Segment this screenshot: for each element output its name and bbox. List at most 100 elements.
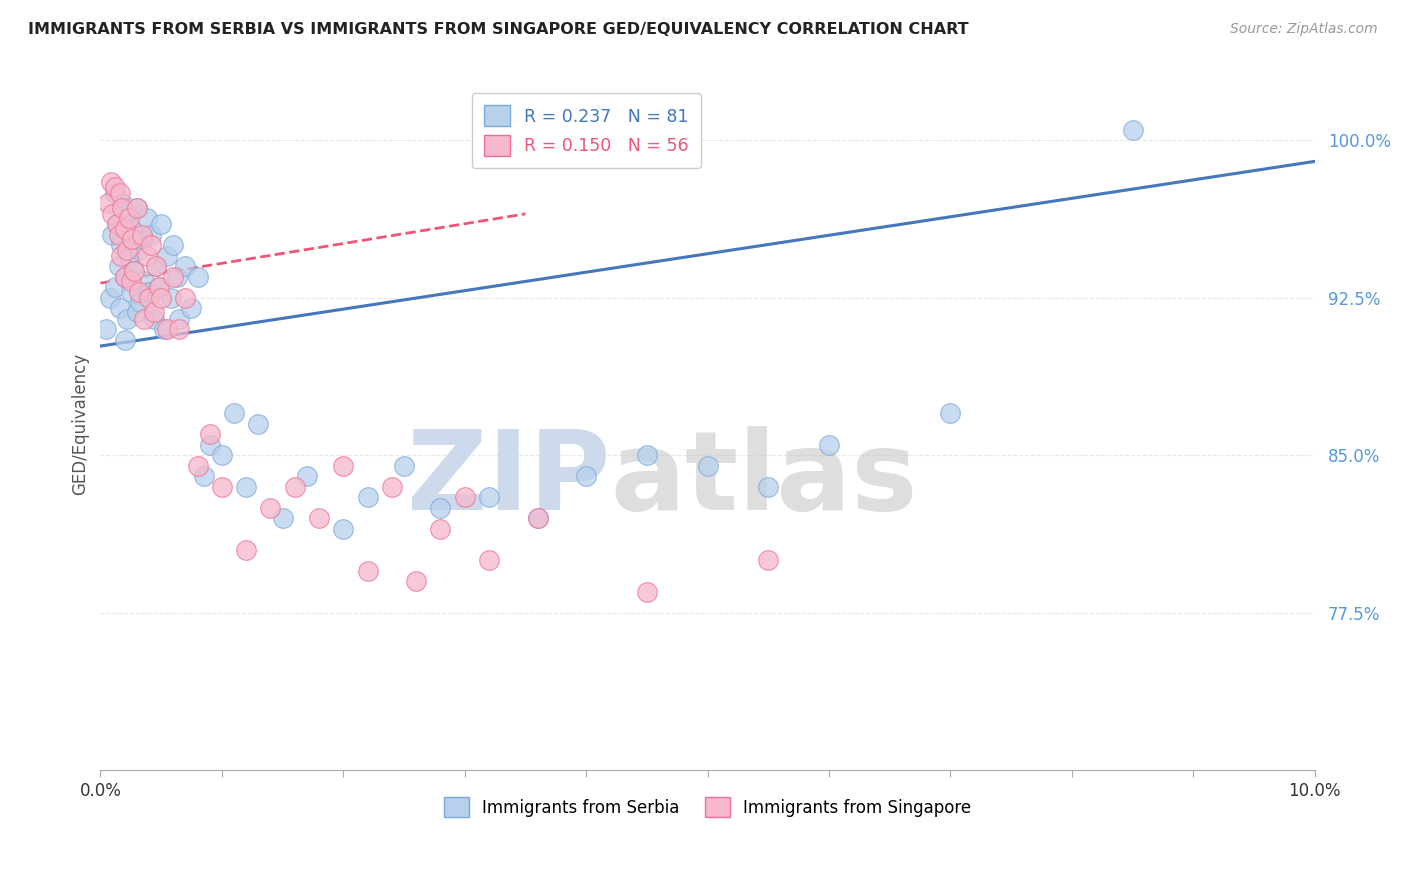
Point	[636, 448, 658, 462]
Point	[118, 211, 141, 225]
Point	[132, 232, 155, 246]
Point	[392, 458, 415, 473]
Point	[118, 249, 141, 263]
Point	[148, 280, 170, 294]
Point	[104, 280, 127, 294]
Point	[235, 480, 257, 494]
Point	[198, 427, 221, 442]
Point	[150, 218, 173, 232]
Point	[114, 269, 136, 284]
Point	[141, 227, 163, 242]
Point	[150, 291, 173, 305]
Point	[148, 280, 170, 294]
Point	[129, 295, 152, 310]
Point	[142, 311, 165, 326]
Point	[124, 263, 146, 277]
Point	[186, 269, 208, 284]
Point	[526, 511, 548, 525]
Point	[101, 207, 124, 221]
Point	[97, 196, 120, 211]
Point	[105, 218, 128, 232]
Point	[121, 221, 143, 235]
Point	[115, 207, 138, 221]
Point	[198, 438, 221, 452]
Point	[162, 238, 184, 252]
Point	[162, 269, 184, 284]
Point	[636, 584, 658, 599]
Point	[756, 553, 779, 567]
Point	[247, 417, 270, 431]
Point	[132, 311, 155, 326]
Point	[259, 500, 281, 515]
Point	[125, 201, 148, 215]
Point	[156, 249, 179, 263]
Point	[235, 542, 257, 557]
Point	[332, 458, 354, 473]
Point	[152, 322, 174, 336]
Point	[159, 291, 181, 305]
Point	[124, 263, 146, 277]
Point	[120, 285, 142, 299]
Point	[145, 260, 167, 274]
Point	[454, 490, 477, 504]
Point	[125, 305, 148, 319]
Point	[131, 227, 153, 242]
Point	[696, 458, 718, 473]
Point	[174, 260, 197, 274]
Point	[478, 553, 501, 567]
Point	[115, 311, 138, 326]
Point	[125, 201, 148, 215]
Point	[110, 249, 132, 263]
Point	[110, 238, 132, 252]
Point	[100, 175, 122, 189]
Text: Source: ZipAtlas.com: Source: ZipAtlas.com	[1230, 22, 1378, 37]
Point	[429, 500, 451, 515]
Point	[166, 269, 188, 284]
Point	[98, 291, 121, 305]
Text: ZIP: ZIP	[408, 425, 610, 533]
Point	[114, 221, 136, 235]
Point	[169, 322, 191, 336]
Point	[405, 574, 427, 588]
Point	[575, 469, 598, 483]
Point	[128, 285, 150, 299]
Point	[169, 311, 191, 326]
Point	[135, 211, 157, 225]
Point	[96, 322, 118, 336]
Point	[145, 260, 167, 274]
Point	[104, 186, 127, 200]
Text: atlas: atlas	[610, 425, 918, 533]
Point	[108, 301, 131, 316]
Point	[107, 227, 129, 242]
Point	[141, 238, 163, 252]
Point	[128, 243, 150, 257]
Point	[121, 232, 143, 246]
Point	[818, 438, 841, 452]
Text: IMMIGRANTS FROM SERBIA VS IMMIGRANTS FROM SINGAPORE GED/EQUIVALENCY CORRELATION : IMMIGRANTS FROM SERBIA VS IMMIGRANTS FRO…	[28, 22, 969, 37]
Point	[138, 285, 160, 299]
Point	[111, 196, 134, 211]
Point	[526, 511, 548, 525]
Legend: Immigrants from Serbia, Immigrants from Singapore: Immigrants from Serbia, Immigrants from …	[437, 790, 977, 824]
Point	[284, 480, 307, 494]
Point	[756, 480, 779, 494]
Point	[132, 274, 155, 288]
Point	[429, 522, 451, 536]
Y-axis label: GED/Equivalency: GED/Equivalency	[72, 352, 89, 495]
Point	[142, 305, 165, 319]
Point	[156, 322, 179, 336]
Point	[135, 249, 157, 263]
Point	[332, 522, 354, 536]
Point	[939, 406, 962, 420]
Point	[107, 260, 129, 274]
Point	[111, 201, 134, 215]
Point	[108, 186, 131, 200]
Point	[211, 448, 233, 462]
Point	[308, 511, 330, 525]
Point	[1122, 123, 1144, 137]
Point	[138, 291, 160, 305]
Point	[114, 333, 136, 347]
Point	[356, 490, 378, 504]
Point	[381, 480, 404, 494]
Point	[120, 274, 142, 288]
